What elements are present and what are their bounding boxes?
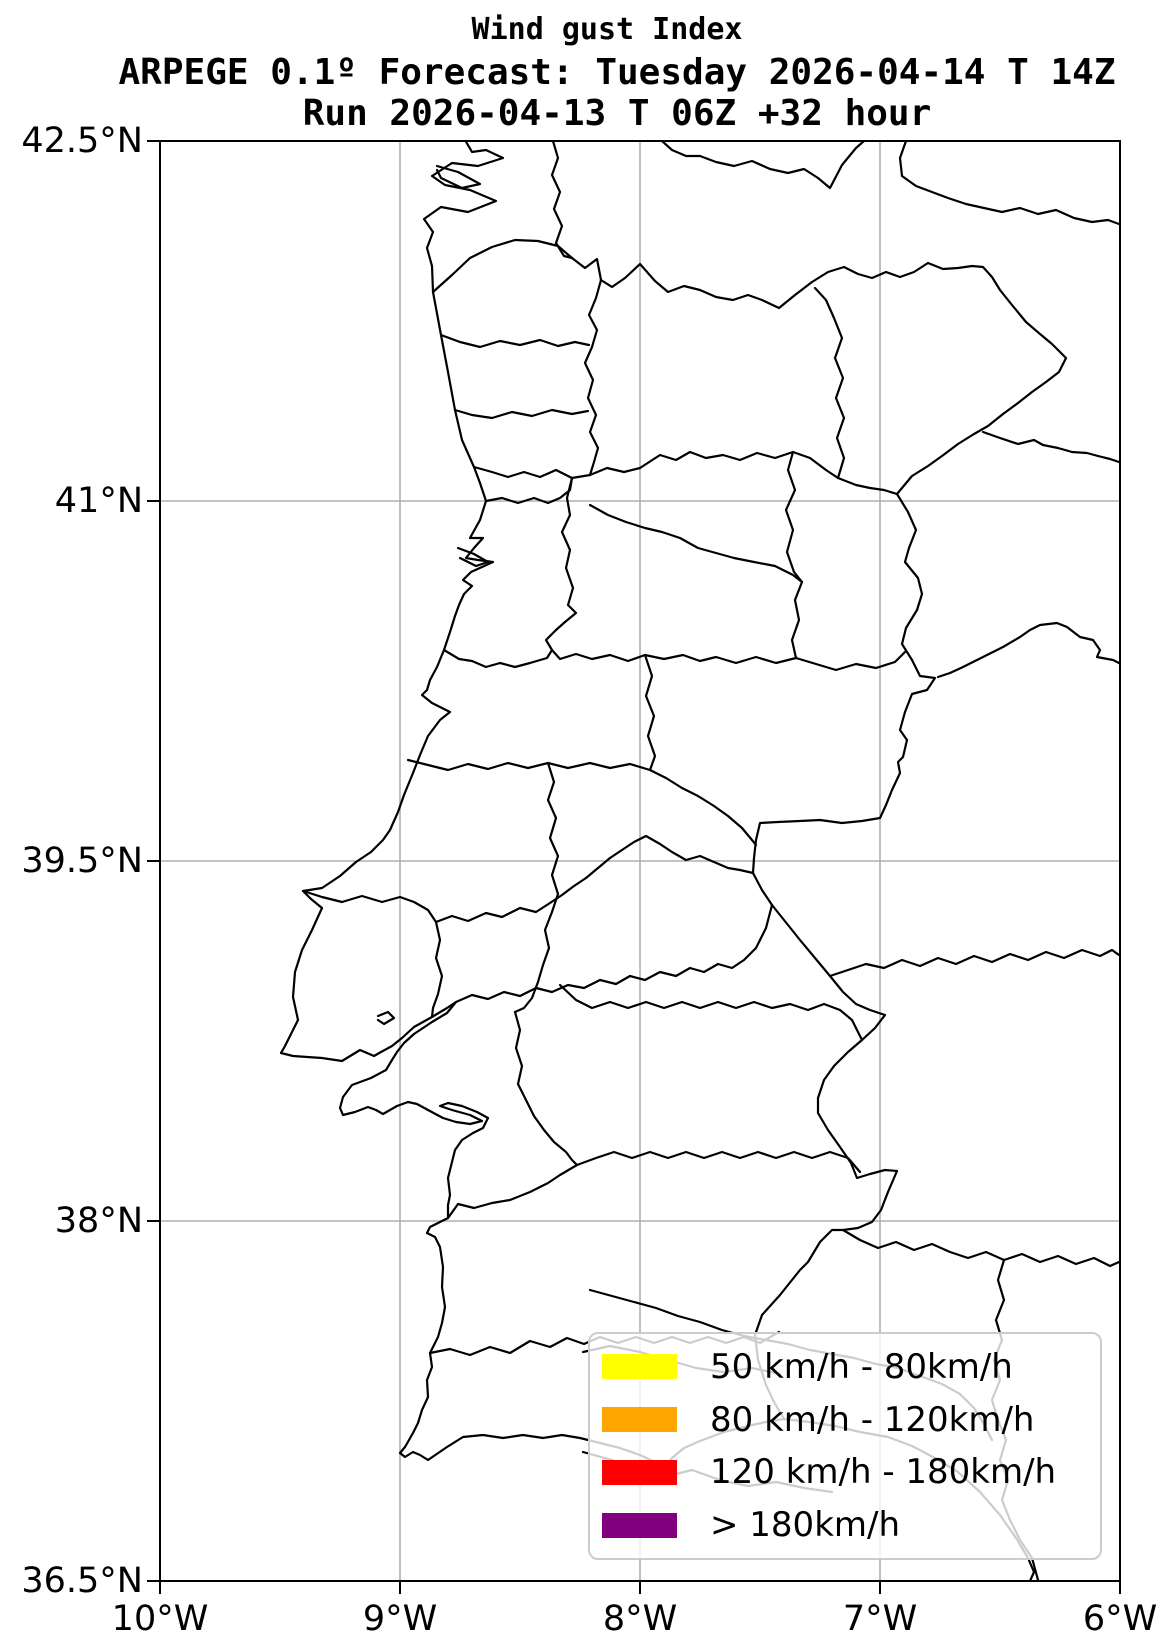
estuary-islet: [376, 1010, 396, 1026]
x-tick-label-7w: 7°W: [842, 1599, 918, 1639]
legend: 50 km/h - 80km/h 80 km/h - 120km/h 120 k…: [588, 1332, 1102, 1560]
axis-tick-marks: [147, 140, 1121, 1594]
douro-river-line: [472, 450, 899, 496]
legend-label: > 180km/h: [710, 1505, 901, 1546]
x-tick-label-8w: 8°W: [602, 1599, 678, 1639]
chart-subtitle-run: Run 2026-04-13 T 06Z +32 hour: [302, 93, 932, 134]
legend-swatch-red: [602, 1459, 677, 1485]
y-tick-label-41n: 41°N: [54, 481, 143, 521]
chart-subtitle-forecast: ARPEGE 0.1º Forecast: Tuesday 2026-04-14…: [118, 52, 1116, 93]
x-tick-label-6w: 6°W: [1082, 1599, 1158, 1639]
international-border: [431, 238, 1068, 1421]
y-tick-label-38n: 38°N: [54, 1201, 143, 1241]
legend-label: 120 km/h - 180km/h: [710, 1452, 1057, 1493]
y-tick-label-42-5n: 42.5°N: [21, 121, 143, 161]
legend-swatch-yellow: [602, 1354, 677, 1380]
legend-label: 50 km/h - 80km/h: [710, 1346, 1013, 1387]
legend-swatch-purple: [602, 1512, 677, 1538]
gridlines: [160, 141, 1120, 1581]
legend-label: 80 km/h - 120km/h: [710, 1399, 1035, 1440]
coastline-portugal: [279, 290, 786, 1470]
chart-title: Wind gust Index: [471, 12, 743, 47]
district-boundaries-portugal: [301, 278, 908, 1357]
x-tick-label-9w: 9°W: [362, 1599, 438, 1639]
legend-item: 50 km/h - 80km/h: [590, 1347, 1100, 1387]
legend-item: 80 km/h - 120km/h: [590, 1400, 1100, 1440]
legend-item: 120 km/h - 180km/h: [590, 1452, 1100, 1492]
x-tick-label-10w: 10°W: [111, 1599, 209, 1639]
y-tick-label-36-5n: 36.5°N: [21, 1561, 143, 1601]
aveiro-spit: [456, 546, 490, 568]
legend-item: > 180km/h: [590, 1505, 1100, 1545]
legend-swatch-orange: [602, 1407, 677, 1433]
coastline-galicia: [422, 142, 505, 294]
y-tick-label-39-5n: 39.5°N: [21, 841, 143, 881]
ria-inlet: [435, 164, 482, 190]
